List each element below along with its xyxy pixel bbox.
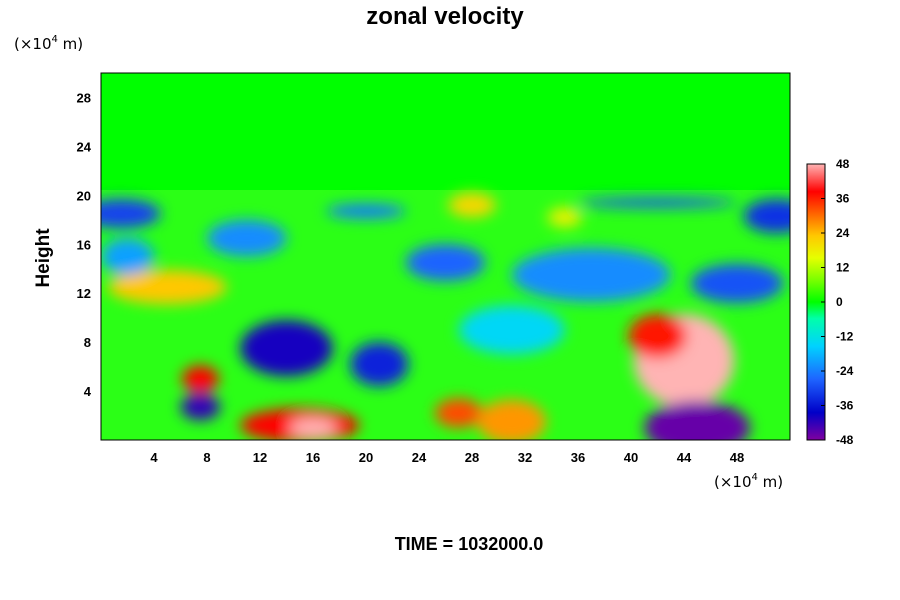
velocity-feature-1 <box>628 313 687 359</box>
colorbar-tick-label: 48 <box>836 157 850 171</box>
y-tick-label: 20 <box>77 188 91 203</box>
colorbar-tick-label: 0 <box>836 295 843 309</box>
chart-title: zonal velocity <box>366 3 524 30</box>
velocity-feature-4 <box>434 398 483 428</box>
y-axis-label: Height <box>33 228 54 288</box>
y-unit-tail: m) <box>58 35 83 53</box>
colorbar-tick-label: 24 <box>836 226 850 240</box>
velocity-feature-13 <box>644 400 751 440</box>
velocity-feature-19 <box>207 219 287 257</box>
plot-frame <box>100 72 791 441</box>
colorbar-tick-label: 12 <box>836 261 850 275</box>
velocity-feature-23 <box>326 203 406 219</box>
y-unit-base: (×10 <box>14 35 52 53</box>
x-tick-labels: 4 8 12 16 20 24 28 32 36 40 44 48 <box>150 450 744 465</box>
x-unit-base: (×10 <box>714 473 752 491</box>
velocity-feature-21 <box>101 238 154 275</box>
velocity-feature-7 <box>107 269 227 305</box>
x-tick-label: 20 <box>359 450 373 465</box>
x-tick-label: 24 <box>412 450 427 465</box>
y-tick-label: 28 <box>77 90 91 105</box>
velocity-feature-10 <box>240 320 333 377</box>
x-tick-label: 4 <box>150 450 158 465</box>
velocity-feature-8 <box>448 192 496 218</box>
time-label: TIME = 1032000.0 <box>395 534 544 554</box>
velocity-feature-3 <box>289 417 337 438</box>
x-tick-label: 36 <box>571 450 585 465</box>
y-unit-label: (×104 m) <box>14 34 83 53</box>
velocity-feature-11 <box>350 342 409 387</box>
velocity-feature-14 <box>101 199 161 229</box>
velocity-feature-22 <box>578 197 737 208</box>
colorbar-tick-label: -36 <box>836 399 854 413</box>
x-unit-tail: m) <box>758 473 783 491</box>
y-tick-label: 4 <box>84 384 92 399</box>
colorbar-tick-labels: 48 36 24 12 0 -12 -24 -36 -48 <box>821 157 854 447</box>
x-tick-label: 32 <box>518 450 532 465</box>
velocity-feature-6 <box>181 365 219 393</box>
y-unit-exp: 4 <box>52 34 58 45</box>
x-unit-exp: 4 <box>752 472 758 483</box>
x-tick-label: 16 <box>306 450 320 465</box>
x-tick-label: 8 <box>203 450 210 465</box>
x-tick-label: 28 <box>465 450 479 465</box>
velocity-feature-20 <box>458 305 565 355</box>
y-tick-label: 16 <box>77 237 91 252</box>
y-tick-label: 24 <box>77 139 92 154</box>
velocity-feature-15 <box>743 199 790 234</box>
x-tick-label: 44 <box>677 450 692 465</box>
velocity-feature-18 <box>405 244 486 281</box>
plot-area <box>101 73 790 440</box>
colorbar-tick-label: -24 <box>836 364 854 378</box>
velocity-feature-12 <box>180 393 221 421</box>
velocity-feature-9 <box>547 207 582 228</box>
velocity-feature-5 <box>477 399 547 440</box>
colorbar-tick-label: 36 <box>836 192 850 206</box>
x-tick-label: 48 <box>730 450 744 465</box>
colorbar: 48 36 24 12 0 -12 -24 -36 -48 <box>806 157 854 447</box>
y-tick-label: 8 <box>84 335 91 350</box>
y-tick-labels: 4 8 12 16 20 24 28 <box>77 90 92 399</box>
velocity-feature-17 <box>511 247 671 302</box>
x-unit-label: (×104 m) <box>714 472 783 491</box>
colorbar-tick-label: -48 <box>836 433 854 447</box>
x-tick-label: 12 <box>253 450 267 465</box>
velocity-feature-16 <box>690 263 784 303</box>
y-tick-label: 12 <box>77 286 91 301</box>
colorbar-tick-label: -12 <box>836 330 854 344</box>
x-tick-label: 40 <box>624 450 638 465</box>
velocity-features <box>101 192 790 440</box>
